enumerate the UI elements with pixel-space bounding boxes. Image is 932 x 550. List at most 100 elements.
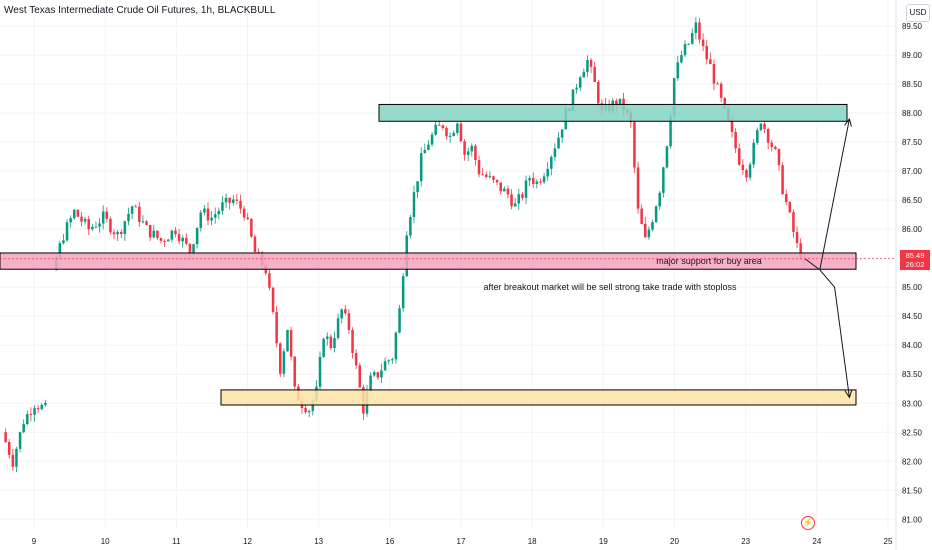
x-tick-label: 16 [385, 537, 394, 546]
candle-body [185, 237, 188, 244]
candle-body [398, 308, 401, 333]
candle-body [777, 148, 781, 166]
candle-body [795, 231, 799, 244]
candle-body [788, 202, 792, 213]
candle-body [484, 174, 488, 178]
x-tick-label: 12 [243, 537, 252, 546]
candle-body [65, 222, 69, 241]
candle-body [203, 208, 206, 213]
candle-body [217, 210, 221, 215]
candle-body [427, 144, 430, 150]
candle-body [239, 200, 242, 209]
candle-body [662, 167, 665, 193]
breakout-note: after breakout market will be sell stron… [483, 282, 737, 292]
candle-body [571, 89, 575, 111]
candle-body [463, 141, 466, 155]
candle-body [459, 123, 463, 142]
candle-body [311, 400, 315, 412]
candle-body [73, 209, 76, 219]
candle-body [26, 414, 29, 425]
candle-body [58, 243, 62, 258]
candle-body [756, 130, 759, 143]
y-tick-label: 88.00 [902, 109, 923, 118]
candle-body [658, 192, 661, 207]
candle-body [307, 411, 311, 413]
candle-body [416, 181, 419, 193]
candle-body [647, 229, 651, 238]
x-tick-label: 17 [457, 537, 466, 546]
candle-body [582, 71, 586, 78]
candle-body [293, 356, 296, 387]
y-tick-label: 87.50 [902, 138, 923, 147]
candle-body [517, 194, 521, 204]
candle-body [15, 448, 18, 467]
candle-body [380, 370, 383, 378]
candle-body [430, 134, 434, 145]
candle-body [578, 77, 582, 88]
candle-body [774, 146, 777, 149]
candle-body [105, 211, 109, 219]
candle-body [466, 151, 470, 155]
y-tick-label: 81.00 [902, 515, 923, 524]
candle-body [550, 156, 553, 169]
zones [0, 103, 857, 406]
candle-body [130, 206, 134, 214]
y-tick-label: 84.50 [902, 312, 923, 321]
candle-body [633, 122, 636, 168]
candle-body [29, 414, 33, 416]
candle-body [524, 180, 528, 198]
currency-button[interactable]: USD [906, 4, 930, 22]
candle-body [701, 39, 705, 47]
candle-body [535, 181, 539, 185]
candle-body [680, 55, 683, 63]
candle-body [7, 442, 11, 455]
candle-body [286, 329, 289, 352]
candle-body [268, 273, 271, 288]
candle-body [618, 98, 622, 105]
candle-body [737, 148, 741, 165]
candle-body [138, 206, 141, 222]
candle-body [94, 226, 98, 228]
candle-body [91, 226, 94, 230]
candle-body [669, 115, 672, 147]
candle-body [766, 128, 770, 143]
y-tick-label: 82.50 [902, 428, 923, 437]
y-tick-label: 86.00 [902, 225, 923, 234]
candle-body [69, 218, 72, 223]
x-tick-label: 24 [812, 537, 821, 546]
candle-body [495, 179, 499, 183]
candle-body [109, 218, 112, 233]
candle-body [44, 402, 47, 405]
candle-body [481, 174, 484, 176]
candle-body [246, 217, 250, 220]
y-tick-label: 83.00 [902, 399, 923, 408]
candle-body [123, 221, 127, 235]
x-tick-label: 9 [32, 537, 37, 546]
candle-body [18, 432, 22, 449]
candle-body [745, 170, 748, 178]
candle-body [242, 208, 246, 218]
candle-body [723, 97, 727, 108]
candle-body [665, 146, 669, 168]
candle-body [423, 149, 427, 154]
projection-arrowhead [844, 389, 853, 399]
candle-body [40, 404, 44, 410]
candle-body [730, 120, 734, 132]
candle-body [654, 206, 658, 223]
lightning-icon[interactable]: ⚡ [801, 516, 815, 530]
candle-body [694, 22, 698, 34]
candle-body [289, 329, 293, 357]
candle-body [206, 208, 210, 221]
candle-body [734, 131, 737, 149]
candle-body [22, 424, 25, 433]
candle-body [152, 230, 156, 238]
support-zone [0, 252, 857, 270]
y-tick-label: 83.50 [902, 370, 923, 379]
y-tick-label: 82.00 [902, 457, 923, 466]
candle-body [221, 202, 224, 211]
candle-body [593, 66, 596, 83]
candle-body [351, 329, 354, 353]
x-tick-label: 25 [884, 537, 893, 546]
candle-body [181, 237, 184, 242]
